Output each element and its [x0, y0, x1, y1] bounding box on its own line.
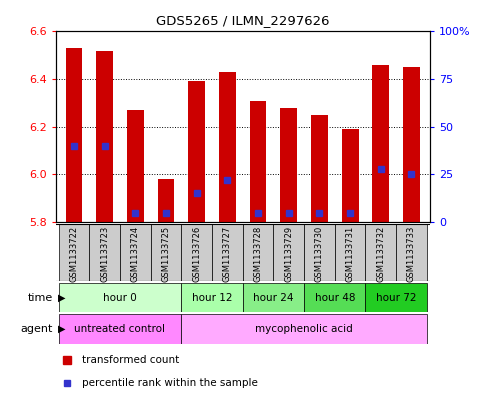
Bar: [366, 224, 396, 281]
Bar: [341, 129, 358, 222]
Text: GSM1133726: GSM1133726: [192, 226, 201, 282]
Text: hour 72: hour 72: [376, 293, 416, 303]
Text: hour 12: hour 12: [192, 293, 232, 303]
Text: transformed count: transformed count: [82, 355, 179, 365]
Text: GSM1133722: GSM1133722: [70, 226, 78, 282]
Text: agent: agent: [21, 324, 53, 334]
Title: GDS5265 / ILMN_2297626: GDS5265 / ILMN_2297626: [156, 15, 329, 28]
Bar: [151, 224, 181, 281]
Bar: [127, 110, 144, 222]
Bar: [58, 314, 181, 344]
Bar: [243, 224, 273, 281]
Text: GSM1133724: GSM1133724: [131, 226, 140, 282]
Bar: [181, 224, 212, 281]
Text: mycophenolic acid: mycophenolic acid: [255, 324, 353, 334]
Bar: [335, 224, 366, 281]
Text: ▶: ▶: [58, 293, 66, 303]
Bar: [120, 224, 151, 281]
Bar: [58, 224, 89, 281]
Bar: [66, 48, 83, 222]
Bar: [212, 224, 243, 281]
Bar: [403, 67, 420, 222]
Bar: [311, 115, 328, 222]
Bar: [58, 283, 181, 312]
Bar: [181, 283, 243, 312]
Text: hour 24: hour 24: [253, 293, 294, 303]
Text: GSM1133728: GSM1133728: [254, 226, 263, 282]
Bar: [280, 108, 297, 222]
Bar: [157, 179, 174, 222]
Bar: [304, 224, 335, 281]
Bar: [304, 283, 366, 312]
Bar: [181, 314, 427, 344]
Bar: [273, 224, 304, 281]
Bar: [396, 224, 427, 281]
Text: time: time: [28, 293, 53, 303]
Bar: [372, 65, 389, 222]
Text: GSM1133725: GSM1133725: [161, 226, 170, 282]
Text: untreated control: untreated control: [74, 324, 166, 334]
Text: percentile rank within the sample: percentile rank within the sample: [82, 378, 257, 388]
Bar: [96, 51, 113, 222]
Bar: [250, 101, 267, 222]
Text: GSM1133723: GSM1133723: [100, 226, 109, 282]
Bar: [89, 224, 120, 281]
Text: GSM1133727: GSM1133727: [223, 226, 232, 282]
Text: hour 0: hour 0: [103, 293, 137, 303]
Text: hour 48: hour 48: [314, 293, 355, 303]
Bar: [366, 283, 427, 312]
Text: GSM1133730: GSM1133730: [315, 226, 324, 282]
Text: GSM1133733: GSM1133733: [407, 226, 416, 282]
Bar: [188, 81, 205, 222]
Text: ▶: ▶: [58, 324, 66, 334]
Bar: [219, 72, 236, 222]
Text: GSM1133731: GSM1133731: [346, 226, 355, 282]
Text: GSM1133729: GSM1133729: [284, 226, 293, 282]
Text: GSM1133732: GSM1133732: [376, 226, 385, 282]
Bar: [243, 283, 304, 312]
